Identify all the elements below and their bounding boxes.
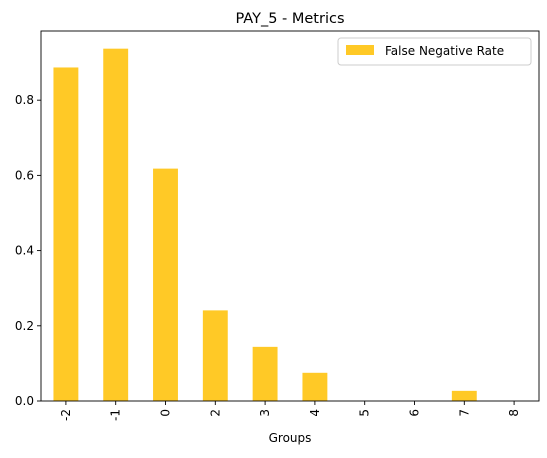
y-tick-label: 0.0 xyxy=(15,394,34,408)
y-tick-label: 0.8 xyxy=(15,93,34,107)
x-tick-label: 0 xyxy=(159,409,173,417)
bar-2 xyxy=(202,310,228,401)
y-tick-label: 0.2 xyxy=(15,319,34,333)
legend-swatch xyxy=(346,45,374,55)
x-tick-label: 3 xyxy=(258,409,272,417)
chart-title: PAY_5 - Metrics xyxy=(235,11,344,27)
bar-4 xyxy=(302,372,328,401)
y-tick-label: 0.6 xyxy=(15,168,34,182)
bar-3 xyxy=(252,346,278,401)
bar--2 xyxy=(53,67,79,402)
legend-box xyxy=(337,37,532,66)
bars-group xyxy=(53,48,477,402)
x-tick-label: 8 xyxy=(507,409,521,417)
x-tick-label: 6 xyxy=(408,409,422,417)
x-tick-label: 5 xyxy=(358,409,372,417)
x-axis-label: Groups xyxy=(269,431,312,445)
x-tick-label: 4 xyxy=(308,409,322,417)
x-axis: -2 -1 0 2 3 4 5 6 7 8 xyxy=(59,401,521,421)
y-axis: 0.0 0.2 0.4 0.6 0.8 xyxy=(15,93,41,408)
x-tick-label: 2 xyxy=(208,409,222,417)
legend: False Negative Rate xyxy=(337,37,532,66)
legend-label: False Negative Rate xyxy=(385,44,504,58)
plot-frame xyxy=(40,30,540,402)
bar-7 xyxy=(451,390,477,401)
x-tick-label: -1 xyxy=(109,409,123,421)
y-tick-label: 0.4 xyxy=(15,244,34,258)
x-tick-label: -2 xyxy=(59,409,73,421)
bar--1 xyxy=(103,48,129,402)
x-tick-label: 7 xyxy=(457,409,471,417)
bar-0 xyxy=(153,168,178,401)
